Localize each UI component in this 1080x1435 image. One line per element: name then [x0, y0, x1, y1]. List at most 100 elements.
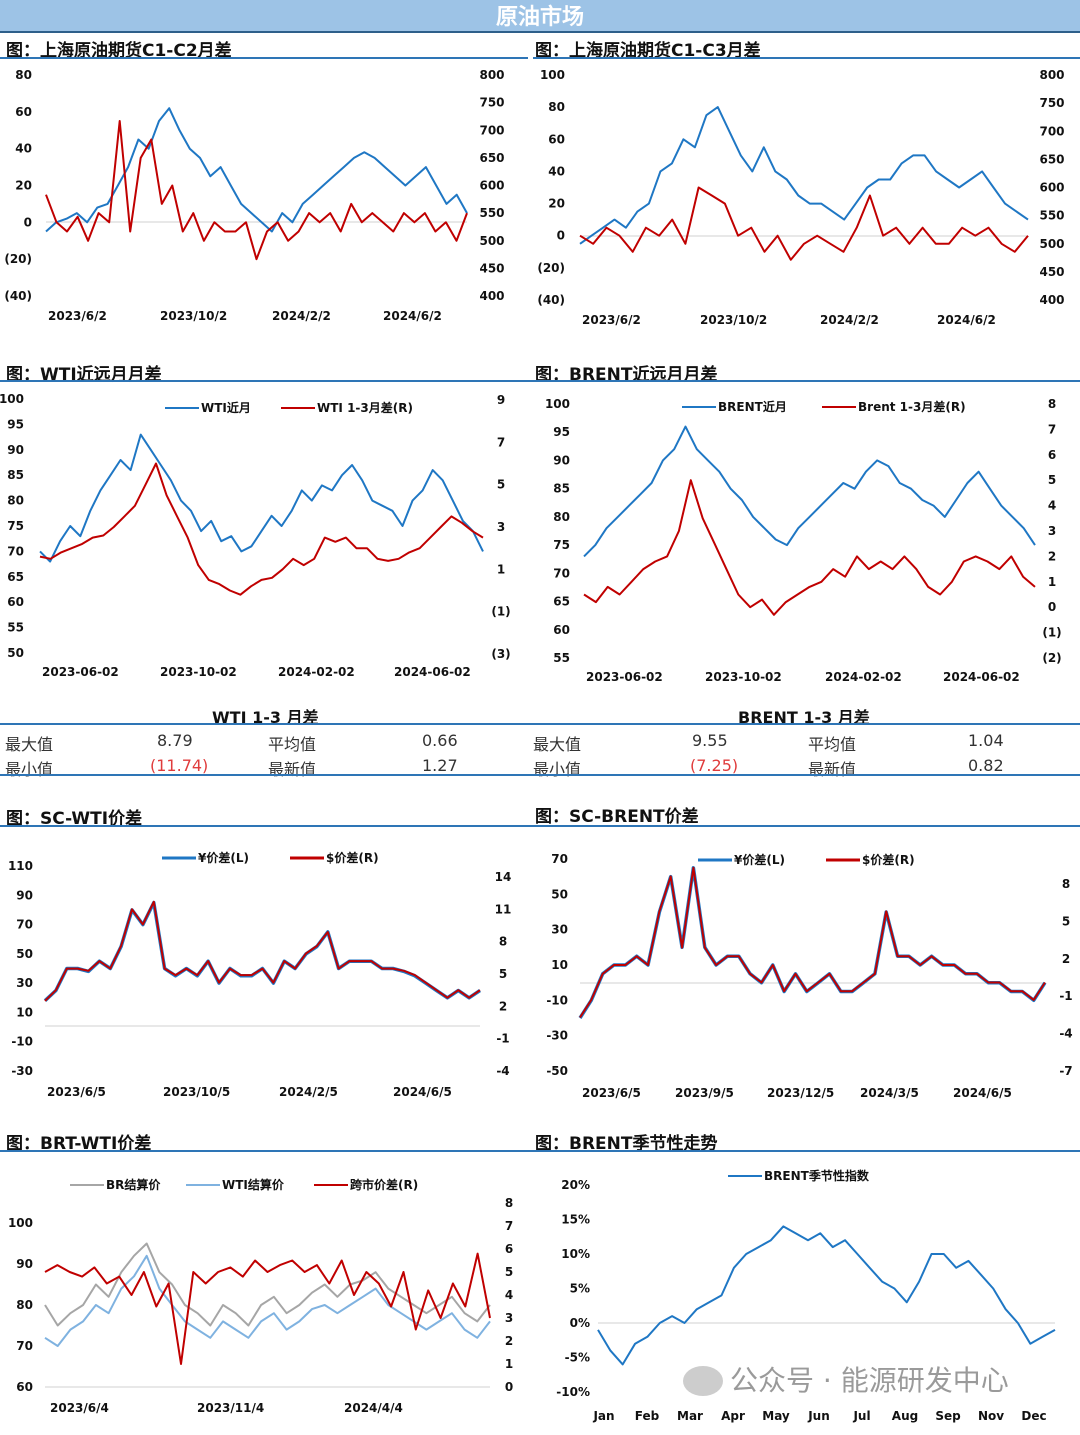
x-tick-label: 2023/12/5: [767, 1086, 834, 1100]
y2-tick-label: 1: [1048, 575, 1056, 589]
x-tick-label: 2024/6/2: [383, 309, 442, 323]
y-tick-label: 95: [553, 425, 570, 439]
y-tick-label: 70: [7, 544, 24, 558]
x-tick-label: 2023/6/5: [582, 1086, 641, 1100]
y-tick-label: 80: [7, 494, 24, 508]
y2-tick-label: -1: [496, 1032, 509, 1046]
y2-tick-label: 7: [497, 435, 505, 449]
panel-title: 图：BRT-WTI价差: [6, 1134, 152, 1154]
x-tick-label: 2023/10/2: [700, 313, 767, 327]
divider: [0, 774, 1080, 776]
y2-tick-label: 8: [1048, 397, 1056, 411]
y2-tick-label: 600: [1039, 181, 1064, 195]
y2-tick-label: 5: [1048, 473, 1056, 487]
y-tick-label: 60: [548, 132, 565, 146]
stat-value: (11.74): [150, 756, 209, 775]
y-tick-label: 90: [16, 1257, 33, 1271]
y-tick-label: 55: [7, 621, 24, 635]
x-tick-label: 2024/3/5: [860, 1086, 919, 1100]
y-tick-label: 0%: [570, 1316, 590, 1330]
y2-tick-label: -4: [1059, 1027, 1072, 1041]
y2-tick-label: 0: [1048, 600, 1056, 614]
series-line: [579, 106, 1029, 245]
watermark: 公众号 · 能源研发中心: [730, 1364, 1009, 1397]
x-tick-label: 2024-06-02: [394, 665, 471, 679]
y2-tick-label: -4: [496, 1064, 509, 1078]
series-line: [39, 462, 484, 596]
y-tick-label: 80: [548, 100, 565, 114]
chart-3: 1009590858075706560555097531(1)(3)2023-0…: [0, 392, 511, 679]
y-tick-label: 60: [15, 105, 32, 119]
y2-tick-label: 600: [479, 179, 504, 193]
y2-tick-label: 2: [1048, 549, 1056, 563]
x-tick-label: 2023-10-02: [705, 670, 782, 684]
y2-tick-label: 650: [1039, 152, 1064, 166]
y-tick-label: (40): [537, 293, 565, 307]
divider: [0, 1150, 1080, 1152]
stat-value: 1.27: [422, 756, 458, 775]
chart-8: 20% 15% 10% 5% 0% -5% -10%Jan Feb Mar Apr May Jun Ju…: [556, 1168, 1056, 1423]
series-line: [583, 479, 1036, 616]
x-tick-label: 2024/6/5: [953, 1086, 1012, 1100]
y-tick-label: (40): [4, 289, 32, 303]
y-tick-label: 50: [551, 887, 568, 901]
y-tick-label: 65: [7, 570, 24, 584]
x-tick-label: 2023/10/5: [163, 1085, 230, 1099]
x-tick-label: Mar: [677, 1409, 703, 1423]
chart-4: 100959085807570656055876543210(1)(2)2023…: [545, 397, 1062, 684]
x-tick-label: 2023/11/4: [197, 1401, 264, 1415]
chart-6: 70 50 30 10 -10 -30 -50 8 5 2 -1 -4 -7 2023/6/5 2023/9…: [546, 852, 1072, 1100]
y2-tick-label: 1: [505, 1357, 513, 1371]
x-tick-label: Aug: [892, 1409, 918, 1423]
y2-tick-label: 6: [505, 1242, 513, 1256]
divider: [0, 723, 1080, 725]
y-tick-label: 110: [8, 859, 33, 873]
y2-tick-label: 3: [1048, 524, 1056, 538]
y-tick-label: 95: [7, 417, 24, 431]
y-tick-label: 100: [0, 392, 24, 406]
stat-value: (7.25): [690, 756, 739, 775]
x-tick-label: 2023/6/5: [47, 1085, 106, 1099]
series-line: [583, 425, 1036, 558]
series-line: [39, 433, 484, 563]
y2-tick-label: 550: [479, 206, 504, 220]
y-tick-label: 75: [7, 519, 24, 533]
y-tick-label: 80: [553, 510, 570, 524]
y2-tick-label: 5: [497, 478, 505, 492]
y2-tick-label: 4: [1048, 499, 1056, 513]
y-tick-label: 80: [16, 1298, 33, 1312]
x-tick-label: May: [762, 1409, 790, 1423]
stats-title: WTI 1-3 月差: [212, 708, 319, 727]
x-tick-label: 2023-10-02: [160, 665, 237, 679]
y2-tick-label: -1: [1059, 989, 1072, 1003]
legend-label: 跨市价差(R): [350, 1177, 418, 1192]
legend-label: WTI近月: [201, 400, 251, 415]
stat-label: 最大值: [533, 735, 582, 754]
y2-tick-label: 1: [497, 562, 505, 576]
y-tick-label: 10: [16, 1005, 33, 1019]
y-tick-label: 85: [7, 468, 24, 482]
y-tick-label: 40: [548, 164, 565, 178]
x-tick-label: 2024-02-02: [278, 665, 355, 679]
y2-tick-label: (1): [491, 605, 510, 619]
x-tick-label: 2023-06-02: [586, 670, 663, 684]
series-line: [44, 1242, 491, 1327]
divider: [0, 380, 1080, 382]
y2-tick-label: (3): [491, 647, 510, 661]
x-tick-label: 2023/6/2: [48, 309, 107, 323]
x-tick-label: 2024/2/2: [272, 309, 331, 323]
stat-value: 9.55: [692, 731, 728, 750]
y-tick-label: 5%: [570, 1282, 590, 1296]
legend-label: ¥价差(L): [734, 852, 785, 867]
y2-tick-label: 750: [479, 96, 504, 110]
stat-value: 0.66: [422, 731, 458, 750]
y-tick-label: 80: [15, 68, 32, 82]
y2-tick-label: 500: [479, 234, 504, 248]
legend-label: BR结算价: [106, 1177, 161, 1192]
chart-1: 80 60 40 20 0 (20) (40) 800 750 700 650 600 550 500 45…: [4, 68, 504, 323]
divider: [533, 57, 1080, 59]
y-tick-label: 0: [557, 229, 565, 243]
y-tick-label: 60: [553, 623, 570, 637]
y2-tick-label: 400: [479, 289, 504, 303]
chart-7: 100 90 80 70 60 8 7 6 5 4 3 2 1 0 2023/6/4 2023/11/4 202…: [8, 1177, 513, 1415]
